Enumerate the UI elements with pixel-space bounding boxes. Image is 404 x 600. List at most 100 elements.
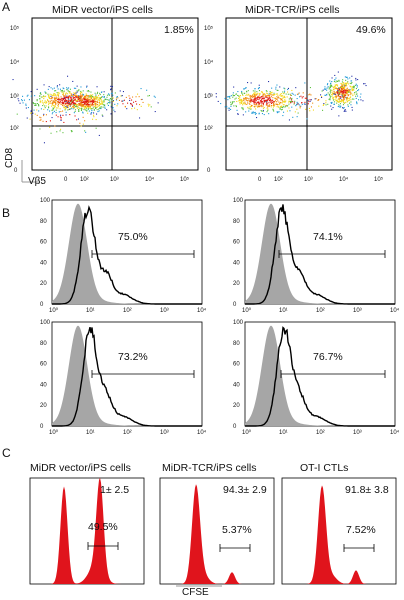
event-dot: [252, 96, 254, 98]
event-dot: [300, 105, 302, 107]
event-dot: [86, 104, 88, 106]
event-dot: [260, 100, 262, 102]
event-dot: [63, 101, 65, 103]
event-dot: [307, 99, 309, 101]
event-dot: [283, 95, 285, 97]
event-dot: [257, 88, 259, 90]
event-dot: [261, 95, 263, 97]
event-dot: [102, 106, 104, 108]
event-dot: [220, 103, 222, 105]
event-dot: [245, 99, 247, 101]
event-dot: [47, 94, 49, 96]
event-dot: [318, 99, 320, 101]
event-dot: [269, 92, 271, 94]
event-dot: [65, 97, 67, 99]
event-dot: [111, 92, 113, 94]
event-dot: [330, 102, 332, 104]
event-dot: [344, 96, 346, 98]
event-dot: [61, 89, 63, 91]
event-dot: [99, 102, 101, 104]
event-dot: [131, 99, 133, 101]
event-dot: [307, 103, 309, 105]
event-dot: [98, 134, 100, 136]
event-dot: [73, 103, 75, 105]
event-dot: [77, 118, 79, 120]
event-dot: [85, 102, 87, 104]
panel-b-ytick: 40: [233, 260, 240, 266]
event-dot: [362, 100, 364, 102]
event-dot: [242, 103, 244, 105]
event-dot: [350, 80, 352, 82]
event-dot: [342, 107, 344, 109]
event-dot: [339, 105, 341, 107]
event-dot: [296, 108, 298, 110]
event-dot: [89, 101, 91, 103]
event-dot: [57, 94, 59, 96]
event-dot: [121, 100, 123, 102]
event-dot: [343, 100, 345, 102]
event-dot: [43, 115, 45, 117]
event-dot: [280, 98, 282, 100]
event-dot: [296, 104, 298, 106]
event-dot: [344, 109, 346, 111]
event-dot: [55, 94, 57, 96]
event-dot: [351, 87, 353, 89]
event-dot: [66, 107, 68, 109]
event-dot: [73, 107, 75, 109]
panel-b-xtick: 10²: [316, 430, 325, 436]
event-dot: [267, 109, 269, 111]
event-dot: [56, 131, 58, 133]
event-dot: [304, 103, 306, 105]
event-dot: [134, 107, 136, 109]
event-dot: [365, 85, 367, 87]
event-dot: [330, 93, 332, 95]
event-dot: [259, 96, 261, 98]
event-dot: [258, 87, 260, 89]
event-dot: [343, 82, 345, 84]
event-dot: [248, 99, 250, 101]
event-dot: [78, 107, 80, 109]
event-dot: [344, 109, 346, 111]
event-dot: [335, 96, 337, 98]
event-dot: [64, 98, 66, 100]
event-dot: [92, 100, 94, 102]
event-dot: [42, 96, 44, 98]
event-dot: [16, 113, 18, 115]
event-dot: [51, 109, 53, 111]
event-dot: [56, 96, 58, 98]
event-dot: [266, 97, 268, 99]
panel-b-ytick: 20: [233, 281, 240, 287]
event-dot: [337, 85, 339, 87]
event-dot: [266, 104, 268, 106]
event-dot: [64, 106, 66, 108]
event-dot: [69, 102, 71, 104]
event-dot: [61, 99, 63, 101]
a2-ytick-0: 0: [207, 168, 211, 174]
event-dot: [64, 95, 66, 97]
event-dot: [273, 92, 275, 94]
event-dot: [51, 100, 53, 102]
panel-b-xtick: 10⁴: [197, 307, 207, 314]
event-dot: [328, 87, 330, 89]
event-dot: [291, 89, 293, 91]
event-dot: [278, 104, 280, 106]
event-dot: [250, 95, 252, 97]
event-dot: [56, 86, 58, 88]
event-dot: [127, 102, 129, 104]
event-dot: [94, 106, 96, 108]
event-dot: [48, 95, 50, 97]
event-dot: [253, 101, 255, 103]
event-dot: [84, 96, 86, 98]
dotplot-2-events: [209, 71, 367, 121]
event-dot: [63, 106, 65, 108]
event-dot: [148, 95, 150, 97]
event-dot: [340, 105, 342, 107]
event-dot: [111, 99, 113, 101]
event-dot: [301, 103, 303, 105]
panel-b-ytick: 40: [40, 260, 47, 266]
event-dot: [266, 101, 268, 103]
event-dot: [333, 93, 335, 95]
event-dot: [301, 102, 303, 104]
event-dot: [257, 106, 259, 108]
event-dot: [259, 105, 261, 107]
